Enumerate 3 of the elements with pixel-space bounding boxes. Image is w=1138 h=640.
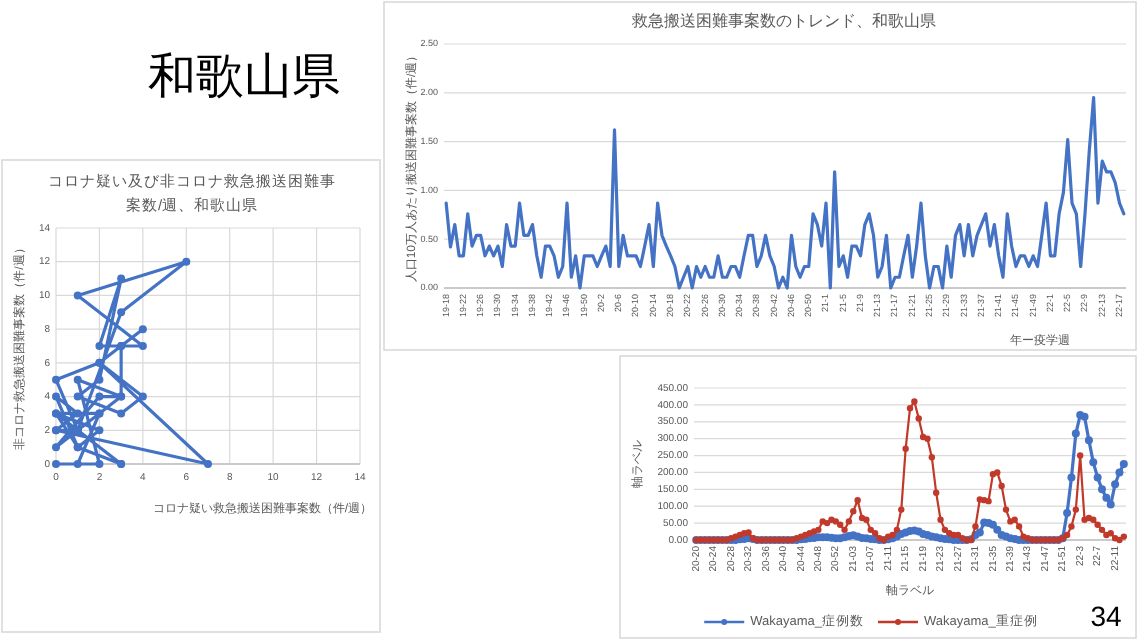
text: 34 <box>1090 600 1122 632</box>
chart-title: 救急搬送困難事案数のトレンド、和歌山県 <box>630 12 936 30</box>
text: 和歌山県 <box>148 50 340 104</box>
